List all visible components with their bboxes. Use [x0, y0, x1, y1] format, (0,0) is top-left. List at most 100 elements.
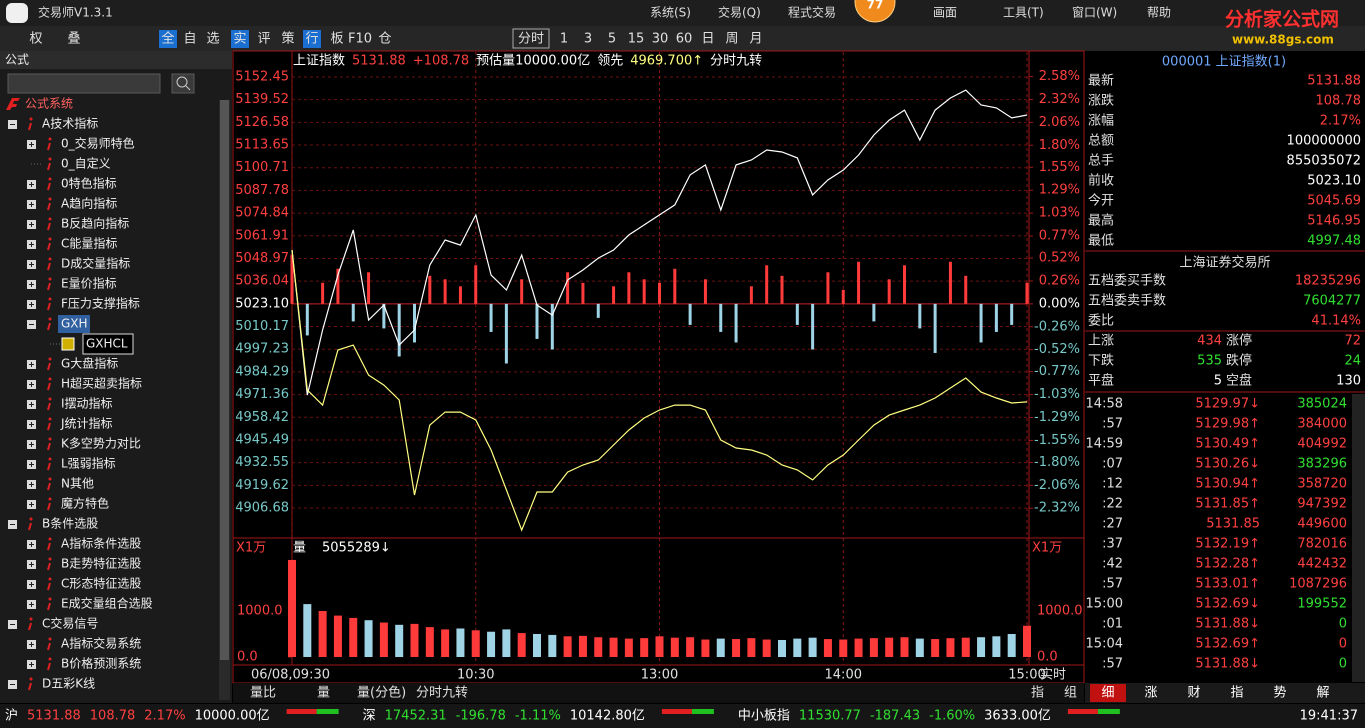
toolbar-button[interactable]: 周	[725, 32, 738, 47]
tree-label[interactable]: D成交量指标	[61, 256, 130, 271]
tree-item-icon	[48, 197, 52, 201]
quote-tab[interactable]: 细	[1101, 686, 1114, 701]
toolbar-button[interactable]: 30	[652, 32, 669, 47]
toolbar-button[interactable]: 全	[161, 31, 174, 47]
chart-tab[interactable]: 量	[317, 686, 330, 701]
quote-tab[interactable]: 势	[1273, 685, 1286, 701]
tree-label[interactable]: E量价指标	[61, 276, 117, 291]
ticks-scrollbar[interactable]	[1352, 394, 1365, 682]
tree-label[interactable]: H超买超卖指标	[61, 376, 142, 391]
toolbar-button[interactable]: 1	[560, 32, 568, 47]
tree-label[interactable]: B价格预测系统	[61, 656, 141, 671]
volume-bar	[931, 639, 940, 657]
x-tick-label: 06/08,09:30	[251, 668, 330, 683]
tree-label[interactable]: 0特色指标	[61, 176, 117, 191]
tree-label[interactable]: I摆动指标	[61, 396, 113, 411]
chart-tab[interactable]: 组	[1064, 686, 1077, 701]
tree-label[interactable]: B反趋向指标	[61, 216, 129, 231]
indicator-bar	[489, 303, 493, 332]
menu-item[interactable]: 窗口(W)	[1072, 6, 1117, 20]
toolbar-button[interactable]: 5	[608, 32, 616, 47]
toolbar-button[interactable]: F10	[348, 32, 372, 47]
toolbar-button[interactable]: 15	[628, 32, 645, 47]
tree-label[interactable]: C形态特征选股	[61, 576, 141, 591]
volume-bar	[640, 638, 649, 657]
quote-value: 855035072	[1287, 154, 1361, 169]
y2-tick-label: 0.52%	[1039, 251, 1080, 266]
tree-label[interactable]: 0_自定义	[61, 156, 111, 171]
tree-label[interactable]: C能量指标	[61, 236, 117, 251]
quote-tab[interactable]: 解	[1316, 686, 1329, 701]
menu-item[interactable]: 程式交易	[788, 5, 836, 20]
toolbar-button[interactable]: 3	[584, 32, 592, 47]
tree-label[interactable]: 公式系统	[25, 97, 73, 111]
tree-label[interactable]: F压力支撑指标	[61, 296, 140, 311]
sidebar	[0, 51, 232, 703]
tree-label[interactable]: G大盘指标	[61, 356, 118, 371]
toolbar-button[interactable]: 行	[305, 32, 318, 47]
unit-label: X1万	[236, 541, 266, 556]
toolbar-button[interactable]: 评	[257, 32, 270, 47]
quote-tab[interactable]: 指	[1230, 686, 1243, 701]
y-tick-label: 5048.97	[235, 251, 289, 266]
quote-tab[interactable]: 涨	[1144, 686, 1157, 701]
toolbar-button[interactable]: 60	[676, 32, 693, 47]
tree-label[interactable]: A指标条件选股	[61, 536, 141, 551]
tree-label[interactable]: GXHCL	[86, 337, 128, 351]
toolbar-button[interactable]: 实	[233, 32, 246, 47]
toolbar-button[interactable]: 月	[749, 32, 762, 47]
tree-label[interactable]: B条件选股	[42, 517, 98, 531]
toolbar-button[interactable]: 叠	[67, 32, 80, 47]
toolbar-button[interactable]: 选	[206, 32, 219, 47]
tree-label[interactable]: 0_交易师特色	[61, 136, 135, 151]
tree-label[interactable]: A技术指标	[42, 116, 98, 131]
tree-label[interactable]: N其他	[61, 477, 94, 491]
indicator-bar	[1025, 282, 1029, 304]
toolbar-button[interactable]: 仓	[378, 32, 391, 47]
indicator-bar	[1010, 303, 1014, 325]
volume-bar	[900, 637, 909, 657]
volume-bar	[471, 630, 480, 657]
toolbar-button[interactable]: 策	[281, 31, 294, 47]
tree-label[interactable]: L强弱指标	[61, 456, 116, 471]
quote-tab[interactable]: 财	[1187, 686, 1200, 701]
sidebar-scroll-thumb[interactable]	[220, 100, 229, 660]
tree-item-icon	[61, 337, 75, 351]
indicator-bar	[642, 279, 646, 304]
chart-tab[interactable]: 指	[1031, 686, 1044, 701]
toolbar-button[interactable]: 分时	[518, 32, 544, 47]
tree-label[interactable]: D五彩K线	[42, 677, 95, 691]
chart-tab[interactable]: 量比	[250, 686, 276, 701]
menu-item[interactable]: 帮助	[1147, 6, 1171, 20]
tick-time: :01	[1102, 617, 1123, 632]
indicator-bar	[474, 265, 478, 304]
indicator-bar	[612, 286, 616, 304]
y-tick-label: 0.0	[237, 650, 258, 665]
tree-label[interactable]: A指标交易系统	[61, 636, 141, 651]
tree-label[interactable]: K多空势力对比	[61, 437, 141, 451]
chart-tab[interactable]: 量(分色)	[357, 685, 406, 701]
volume-bar	[395, 624, 404, 657]
toolbar-button[interactable]: 板	[330, 32, 343, 47]
chart-tab[interactable]: 分时九转	[416, 686, 468, 701]
search-box[interactable]	[7, 73, 161, 94]
status-item: 108.78	[90, 709, 136, 724]
indicator-bar	[290, 254, 294, 304]
toolbar-button[interactable]: 日	[701, 32, 714, 47]
tree-label[interactable]: A趋向指标	[61, 196, 117, 211]
tree-label[interactable]: GXH	[61, 317, 88, 331]
toolbar-button[interactable]: 权	[29, 31, 42, 47]
toolbar-button[interactable]: 自	[183, 32, 196, 47]
y2-tick-label: -1.03%	[1034, 387, 1080, 402]
tree-label[interactable]: J统计指标	[60, 416, 113, 431]
menu-item[interactable]: 画面	[933, 6, 957, 20]
menu-item[interactable]: 系统(S)	[650, 6, 691, 20]
tree-label[interactable]: C交易信号	[42, 616, 98, 631]
tree-label[interactable]: 魔方特色	[61, 496, 109, 511]
menu-item[interactable]: 工具(T)	[1003, 6, 1044, 20]
tree-label[interactable]: B走势特征选股	[61, 556, 141, 571]
tick-volume: 384000	[1297, 417, 1347, 432]
indicator-bar	[428, 275, 432, 304]
tree-label[interactable]: E成交量组合选股	[61, 596, 153, 611]
menu-item[interactable]: 交易(Q)	[718, 5, 761, 20]
